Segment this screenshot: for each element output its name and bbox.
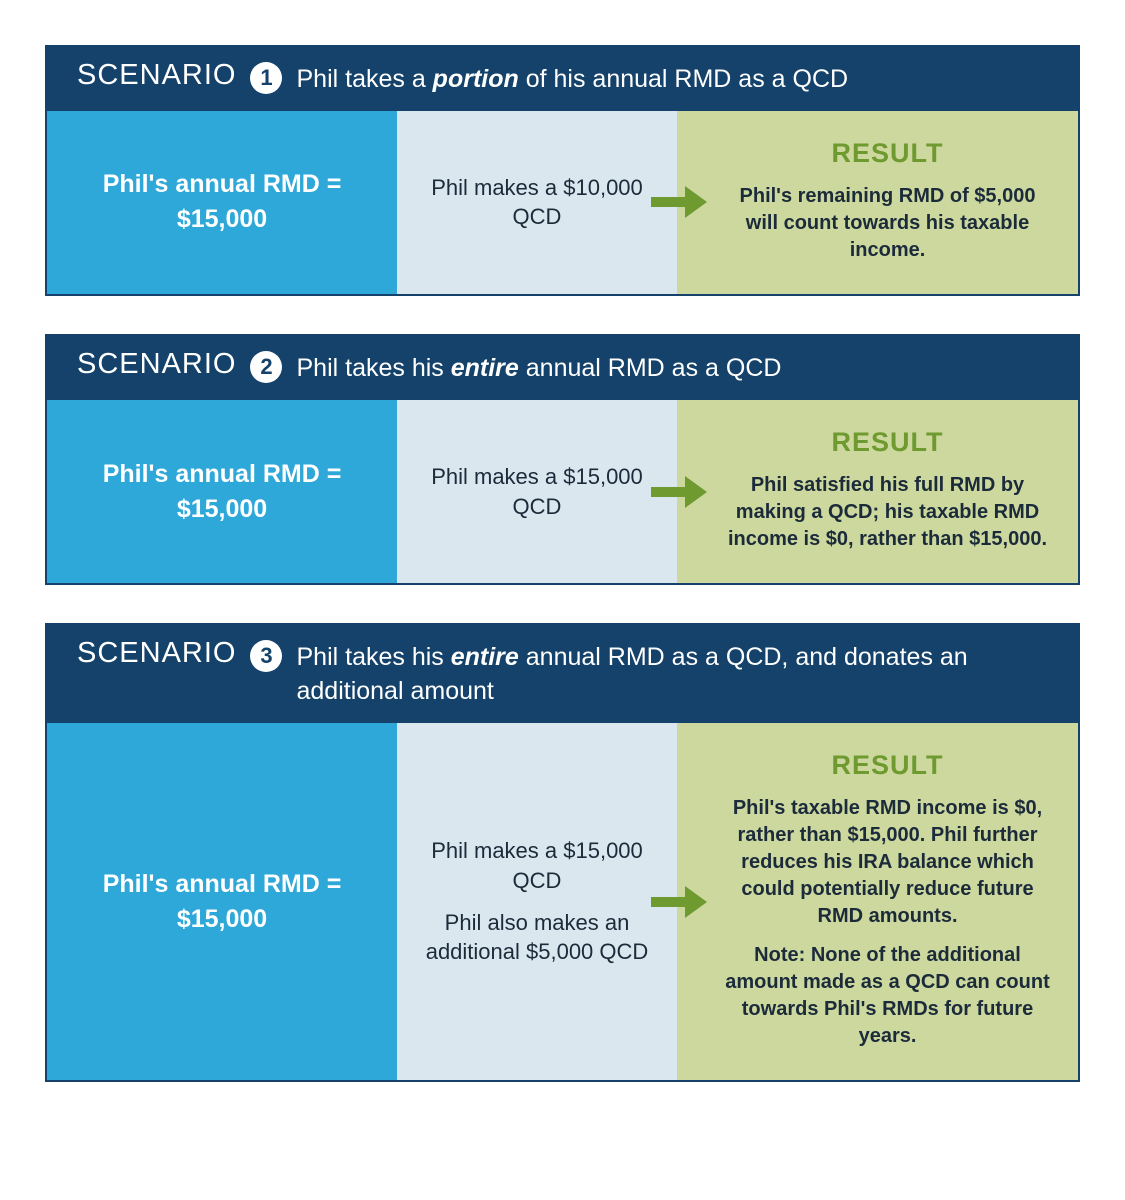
desc-pre: Phil takes a xyxy=(296,65,432,93)
scenario-header: SCENARIO 2 Phil takes his entire annual RM… xyxy=(47,336,1078,400)
action-text: Phil makes a $15,000 QCD xyxy=(417,836,657,895)
result-text: Phil satisfied his full RMD by making a … xyxy=(725,472,1050,553)
desc-emphasis: entire xyxy=(451,643,519,671)
scenario-body: Phil's annual RMD =$15,000 Phil makes a $… xyxy=(47,400,1078,583)
rmd-panel: Phil's annual RMD =$15,000 xyxy=(47,111,397,294)
action-panel: Phil makes a $10,000 QCD xyxy=(397,111,677,294)
scenario-card-1: SCENARIO 1 Phil takes a portion of his ann… xyxy=(45,45,1080,296)
result-panel: RESULT Phil's remaining RMD of $5,000 wil… xyxy=(677,111,1078,294)
scenario-card-2: SCENARIO 2 Phil takes his entire annual RM… xyxy=(45,334,1080,585)
scenario-card-3: SCENARIO 3 Phil takes his entire annual RM… xyxy=(45,623,1080,1082)
scenario-body: Phil's annual RMD =$15,000 Phil makes a $… xyxy=(47,111,1078,294)
rmd-panel: Phil's annual RMD =$15,000 xyxy=(47,400,397,583)
desc-post: annual RMD as a QCD xyxy=(519,354,782,382)
result-text: Note: None of the additional amount made… xyxy=(725,942,1050,1050)
result-text: Phil's remaining RMD of $5,000 will coun… xyxy=(725,183,1050,264)
rmd-panel: Phil's annual RMD =$15,000 xyxy=(47,723,397,1080)
desc-emphasis: entire xyxy=(451,354,519,382)
rmd-amount: $15,000 xyxy=(177,202,267,237)
rmd-label: Phil's annual RMD = xyxy=(103,167,342,202)
scenario-title: SCENARIO xyxy=(77,348,236,381)
result-label: RESULT xyxy=(832,135,944,171)
scenario-header: SCENARIO 3 Phil takes his entire annual RM… xyxy=(47,625,1078,723)
result-label: RESULT xyxy=(832,424,944,460)
scenario-number-badge: 3 xyxy=(250,640,282,672)
action-text: Phil makes a $10,000 QCD xyxy=(417,173,657,232)
result-panel: RESULT Phil satisfied his full RMD by mak… xyxy=(677,400,1078,583)
result-label: RESULT xyxy=(832,747,944,783)
rmd-label: Phil's annual RMD = xyxy=(103,867,342,902)
desc-pre: Phil takes his xyxy=(296,643,450,671)
desc-pre: Phil takes his xyxy=(296,354,450,382)
arrow-icon xyxy=(651,186,707,218)
action-panel: Phil makes a $15,000 QCD xyxy=(397,400,677,583)
result-panel: RESULT Phil's taxable RMD income is $0, r… xyxy=(677,723,1078,1080)
scenario-header: SCENARIO 1 Phil takes a portion of his ann… xyxy=(47,47,1078,111)
scenario-number-badge: 2 xyxy=(250,351,282,383)
scenario-description: Phil takes a portion of his annual RMD a… xyxy=(296,63,848,97)
scenario-description: Phil takes his entire annual RMD as a QC… xyxy=(296,641,1048,709)
scenario-body: Phil's annual RMD =$15,000Phil makes a $… xyxy=(47,723,1078,1080)
action-text: Phil makes a $15,000 QCD xyxy=(417,462,657,521)
result-text: Phil's taxable RMD income is $0, rather … xyxy=(725,795,1050,930)
scenario-title: SCENARIO xyxy=(77,637,236,670)
desc-emphasis: portion xyxy=(433,65,519,93)
rmd-label: Phil's annual RMD = xyxy=(103,457,342,492)
action-panel: Phil makes a $15,000 QCD Phil also makes … xyxy=(397,723,677,1080)
scenario-number-badge: 1 xyxy=(250,62,282,94)
rmd-amount: $15,000 xyxy=(177,492,267,527)
rmd-amount: $15,000 xyxy=(177,902,267,937)
arrow-icon xyxy=(651,476,707,508)
action-text: Phil also makes an additional $5,000 QCD xyxy=(417,908,657,967)
infographic-root: SCENARIO 1 Phil takes a portion of his ann… xyxy=(45,45,1080,1082)
desc-post: of his annual RMD as a QCD xyxy=(519,65,848,93)
scenario-title: SCENARIO xyxy=(77,59,236,92)
scenario-description: Phil takes his entire annual RMD as a QC… xyxy=(296,352,781,386)
arrow-icon xyxy=(651,886,707,918)
